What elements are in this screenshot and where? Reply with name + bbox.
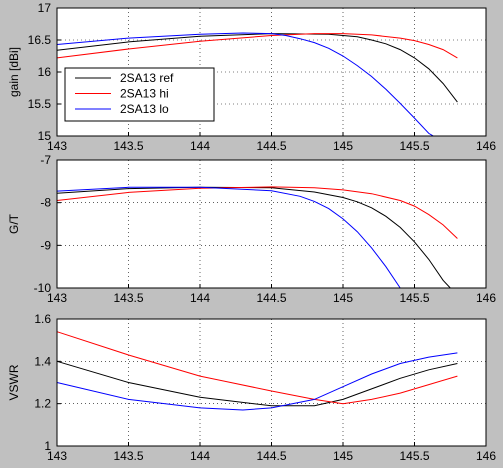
x-tick-label: 146 xyxy=(476,139,496,153)
clip-mask xyxy=(57,446,486,451)
plot-frame xyxy=(56,159,487,289)
y-tick-label: 16 xyxy=(38,65,52,79)
x-tick-label: 144 xyxy=(190,139,210,153)
plot-area xyxy=(57,319,486,446)
x-tick-label: 143.5 xyxy=(113,291,143,305)
clip-mask xyxy=(486,6,503,138)
clip-mask xyxy=(57,136,486,141)
clip-mask xyxy=(486,317,503,448)
chart-panel-2: -10 -9 -8 -7 143 143.5 144 144.5 145 145.5 146 G/T xyxy=(7,153,503,305)
y-tick-label: 1 xyxy=(44,439,51,453)
clip-mask xyxy=(486,158,503,290)
y-tick-label: 16.5 xyxy=(28,33,52,47)
y-tick-label: 15 xyxy=(38,129,52,143)
x-tick-label: 143.5 xyxy=(113,449,143,463)
x-tick-label: 144.5 xyxy=(256,291,286,305)
x-tick-label: 143.5 xyxy=(113,139,143,153)
legend-label: 2SA13 hi xyxy=(120,87,169,101)
y-tick-label: 1.6 xyxy=(34,312,51,326)
x-tick-label: 145 xyxy=(333,449,353,463)
legend-label: 2SA13 lo xyxy=(120,102,169,116)
y-axis-label: VSWR xyxy=(7,364,21,400)
clip-mask xyxy=(57,288,486,293)
y-tick-label: 1.2 xyxy=(34,397,51,411)
x-tick-label: 143 xyxy=(47,449,67,463)
series-line xyxy=(56,33,458,59)
x-tick-label: 146 xyxy=(476,291,496,305)
x-tick-label: 145 xyxy=(333,139,353,153)
y-tick-label: -9 xyxy=(40,238,51,252)
y-axis-label: gain [dBi] xyxy=(7,47,21,97)
x-tick-label: 144.5 xyxy=(256,449,286,463)
series-line xyxy=(56,186,458,239)
y-tick-label: 17 xyxy=(38,1,52,15)
x-tick-label: 145.5 xyxy=(399,291,429,305)
y-tick-label: 1.4 xyxy=(34,354,51,368)
chart-panel-3: 1 1.2 1.4 1.6 143 143.5 144 144.5 145 145.5 146 VSW… xyxy=(7,312,503,463)
y-tick-label: -7 xyxy=(40,153,51,167)
plot-frame xyxy=(56,7,487,137)
legend-label: 2SA13 ref xyxy=(120,71,174,85)
series-line xyxy=(56,331,458,405)
plot-frame xyxy=(56,318,487,447)
series-line xyxy=(56,352,458,411)
x-tick-label: 145 xyxy=(333,291,353,305)
x-tick-label: 146 xyxy=(476,449,496,463)
x-tick-label: 144 xyxy=(190,449,210,463)
x-tick-label: 144 xyxy=(190,291,210,305)
series-line xyxy=(56,33,458,103)
series-line xyxy=(56,32,440,140)
y-tick-label: -10 xyxy=(34,281,52,295)
x-tick-label: 145.5 xyxy=(399,449,429,463)
series-line xyxy=(56,360,458,407)
y-axis-label: G/T xyxy=(7,213,21,234)
x-tick-label: 143 xyxy=(47,291,67,305)
legend-box xyxy=(64,67,215,122)
series-line xyxy=(56,186,401,289)
x-tick-label: 145.5 xyxy=(399,139,429,153)
x-tick-label: 143 xyxy=(47,139,67,153)
x-tick-label: 144.5 xyxy=(256,139,286,153)
y-tick-label: 15.5 xyxy=(28,97,52,111)
y-tick-label: -8 xyxy=(40,196,51,210)
